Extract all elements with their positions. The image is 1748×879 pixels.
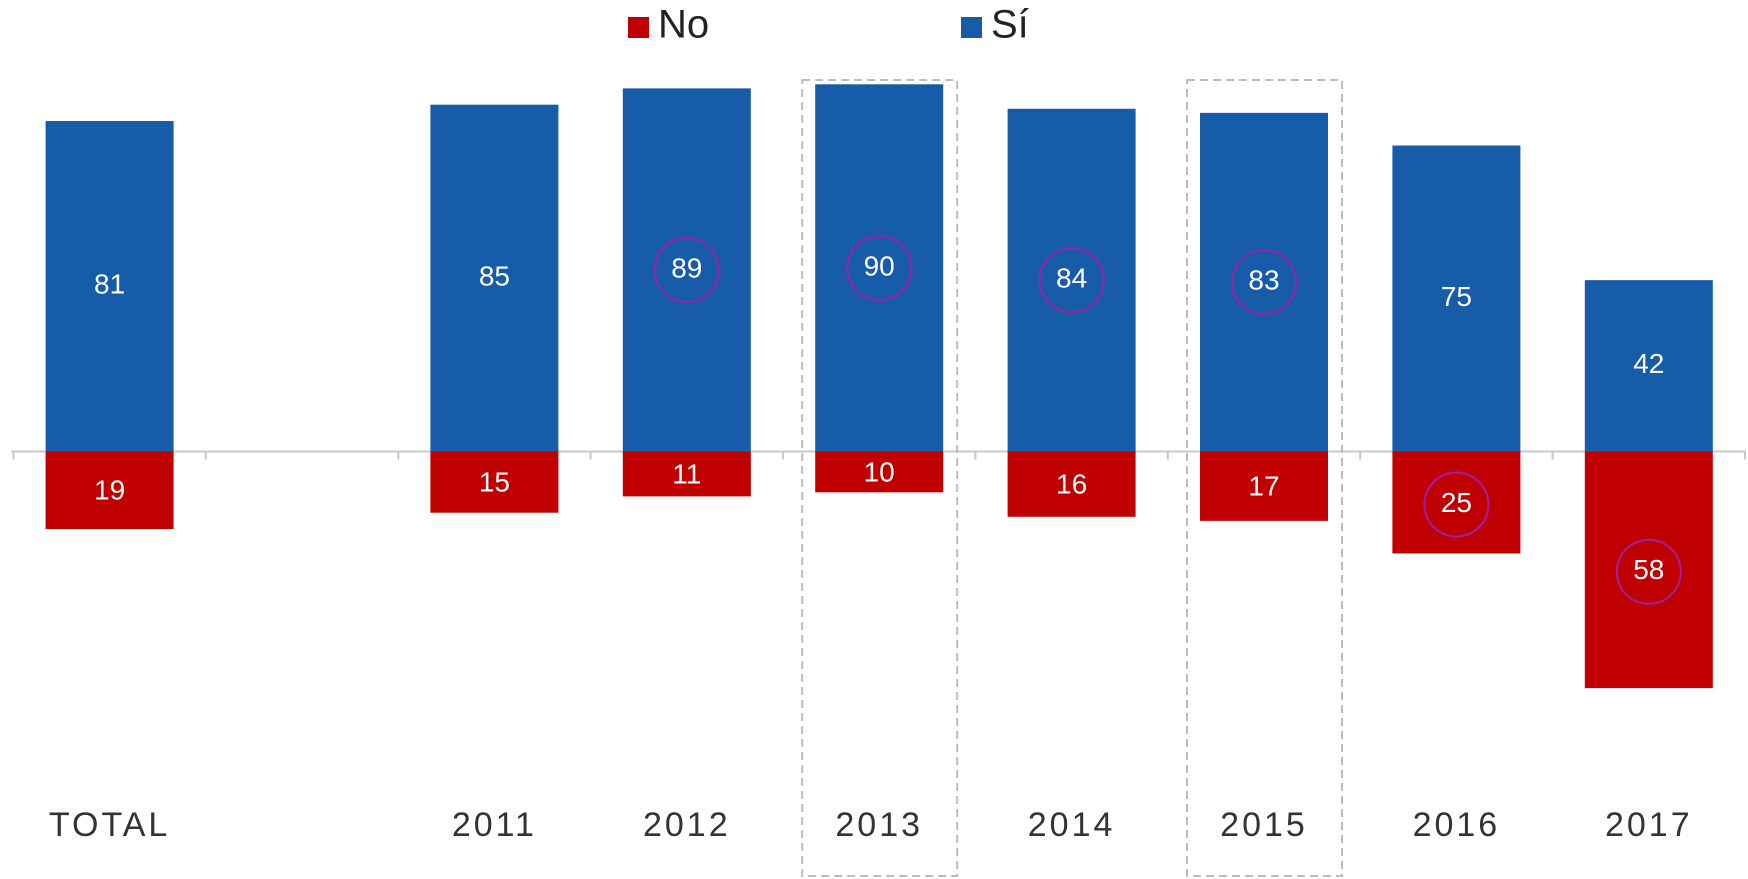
- bar: [1007, 451, 1136, 517]
- x-tick-label: TOTAL: [49, 806, 170, 844]
- bar: [622, 88, 751, 452]
- value-label: 42: [1633, 348, 1664, 379]
- value-label: 10: [864, 456, 895, 487]
- x-tick-label: 2016: [1413, 806, 1501, 844]
- value-label: 19: [94, 475, 125, 506]
- x-tick-label: 2011: [452, 806, 537, 844]
- value-label: 84: [1056, 263, 1087, 294]
- value-label: 11: [672, 458, 701, 489]
- bar: [815, 84, 944, 452]
- x-tick-label: 2015: [1220, 806, 1308, 844]
- bar: [815, 451, 944, 493]
- value-label: 90: [864, 250, 895, 281]
- bar: [430, 104, 559, 452]
- highlight-circle: [653, 236, 720, 303]
- value-label: 25: [1441, 487, 1472, 518]
- bar: [1200, 112, 1328, 452]
- highlight-circle: [1423, 471, 1490, 538]
- legend-swatch: [961, 17, 982, 38]
- bar: [1007, 108, 1136, 452]
- legend-label: No: [658, 3, 709, 47]
- value-label: 15: [479, 466, 510, 497]
- bar: [1584, 280, 1713, 452]
- bar: [1200, 451, 1328, 521]
- bar: [45, 451, 174, 530]
- value-label: 17: [1248, 471, 1279, 502]
- bar: [430, 451, 559, 513]
- highlight-circle: [1615, 538, 1682, 605]
- x-tick-label: 2014: [1028, 806, 1116, 844]
- bar: [1392, 145, 1521, 452]
- legend-label: Sí: [991, 3, 1029, 47]
- value-label: 75: [1441, 281, 1472, 312]
- value-label: 89: [671, 252, 702, 283]
- highlight-box: [801, 79, 959, 877]
- legend-swatch: [628, 17, 649, 38]
- highlight-circle: [846, 234, 913, 301]
- x-tick-label: 2013: [835, 806, 923, 844]
- bar: [45, 121, 174, 452]
- x-tick-label: 2012: [643, 806, 731, 844]
- value-label: 81: [94, 269, 125, 300]
- highlight-box: [1186, 79, 1343, 877]
- value-label: 83: [1248, 265, 1279, 296]
- value-label: 16: [1056, 469, 1087, 500]
- value-label: 58: [1633, 554, 1664, 585]
- highlight-circle: [1038, 247, 1105, 314]
- bar: [622, 451, 751, 497]
- value-label: 85: [479, 260, 510, 291]
- bar: [1584, 451, 1713, 689]
- x-tick-label: 2017: [1605, 806, 1693, 844]
- highlight-circle: [1231, 249, 1297, 316]
